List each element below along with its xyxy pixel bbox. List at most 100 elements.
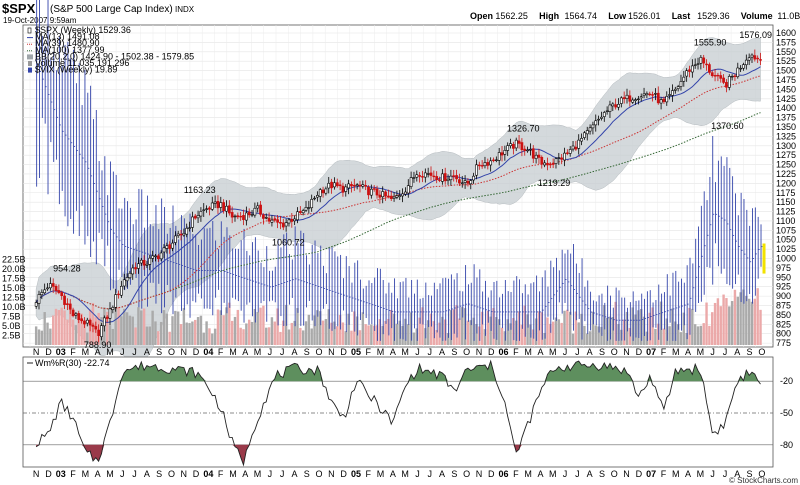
volume-bar [267,327,271,345]
williams-r-series [35,359,761,467]
candle-body [429,172,433,176]
candle-body [594,120,598,126]
candle-body [77,313,81,321]
month-label-bottom-44: J [575,469,580,479]
month-label-bottom-41: A [537,469,543,479]
volume-bar [648,312,651,345]
price-tick-1150: 1150 [776,197,795,207]
volume-bar [270,317,274,345]
price-candles [34,49,766,343]
candle-body [696,63,700,65]
volume-bar [469,320,472,345]
month-label-bottom-8: J [132,469,137,479]
volume-bar [617,324,620,345]
volume-bar [557,319,561,345]
volume-bar [242,329,245,345]
month-label-bottom-57: A [734,469,740,479]
candle-body [372,188,376,190]
month-label-44: J [575,347,580,357]
candle-body [668,94,671,96]
price-tick-1025: 1025 [776,244,796,254]
volume-tick-4: 12.5B [2,293,26,303]
candle-body [367,186,370,196]
candle-body [134,267,137,270]
volume-bar [432,321,436,345]
month-label-bottom-38: 06 [499,469,509,479]
month-label-bottom-33: A [439,469,445,479]
month-label-bottom-13: D [193,469,200,479]
price-tick-1400: 1400 [776,103,796,113]
legend-swatch-0 [27,27,32,34]
volume-bar [372,325,376,345]
month-label-50: 07 [646,347,656,357]
candle-body [287,219,291,224]
price-tick-1125: 1125 [776,207,795,217]
candle-body [205,208,208,210]
candle-body [281,222,285,228]
volume-bar [154,321,157,345]
candle-body [600,116,603,119]
volume-bar [381,325,384,345]
month-label-bottom-27: F [366,469,372,479]
volume-bar [202,332,205,345]
volume-bar [282,320,285,345]
candle-body [580,138,583,142]
month-label-bottom-3: F [70,469,76,479]
volume-bar [140,310,143,345]
candle-body [443,173,447,182]
candle-body [213,201,217,204]
candle-body [242,215,245,220]
candle-body [105,316,109,319]
month-label-23: O [316,347,323,357]
volume-bar [74,325,78,345]
candle-body [750,54,754,58]
volume-bar [540,312,543,345]
candle-body [642,93,646,96]
candle-body [426,173,430,175]
volume-bar [475,323,478,345]
volume-bar [86,332,89,345]
volume-bar [142,308,146,345]
month-label-3: F [70,347,76,357]
volume-bar [651,307,654,345]
candle-body [151,255,154,259]
month-label-28: M [377,347,385,357]
month-label-bottom-58: S [747,469,753,479]
bollinger-area [35,37,761,363]
current-vix-marker [762,243,766,274]
candle-body [102,317,106,327]
williams-legend-text: Wm%R(30) -22.74 [35,358,110,368]
month-label-bottom-50: 07 [646,469,656,479]
volume-bar [605,317,609,345]
candle-body [384,191,387,197]
volume-bar [446,332,450,345]
price-tick-1200: 1200 [776,178,796,188]
volume-bar [549,323,552,345]
volume-bar [327,309,330,345]
volume-bar [722,294,725,345]
volume-bar [705,302,708,345]
candle-body [250,214,254,216]
month-label-bottom-2: 03 [56,469,66,479]
volume-bar [671,308,674,345]
volume-bar [509,323,512,345]
price-tick-1550: 1550 [776,47,796,57]
volume-bar [162,310,166,345]
volume-bar [313,315,316,345]
quote-label-4: Volume [741,11,773,21]
volume-bar [708,325,711,345]
volume-bar [69,303,72,345]
candle-body [469,180,473,185]
candle-body [659,99,663,104]
legend-swatch-5 [28,61,32,66]
candle-body [216,200,220,209]
candle-body [631,99,635,103]
candle-body [378,194,382,198]
volume-bar [219,310,222,345]
bollinger-band [35,37,761,363]
candle-body [168,244,172,249]
candle-body [244,212,248,221]
candle-body [409,177,413,187]
month-label-17: A [242,347,248,357]
volume-bar [554,317,558,345]
